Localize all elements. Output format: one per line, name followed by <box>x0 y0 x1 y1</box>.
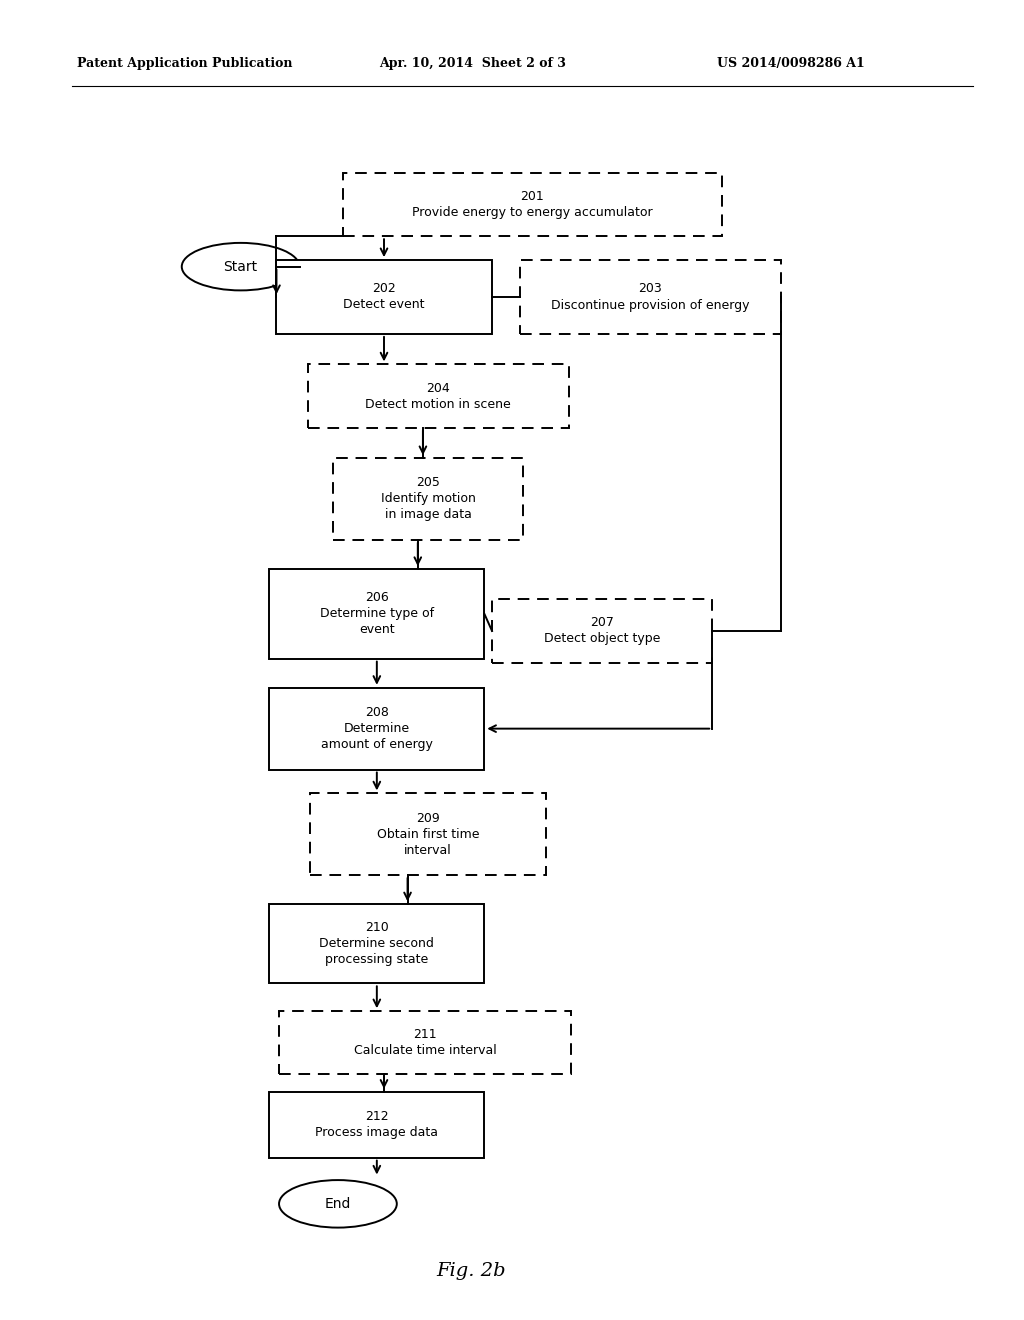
Ellipse shape <box>182 243 299 290</box>
Bar <box>269 1092 484 1158</box>
Text: 211
Calculate time interval: 211 Calculate time interval <box>353 1028 497 1057</box>
Ellipse shape <box>279 1180 397 1228</box>
Text: 204
Detect motion in scene: 204 Detect motion in scene <box>366 381 511 411</box>
Text: Apr. 10, 2014  Sheet 2 of 3: Apr. 10, 2014 Sheet 2 of 3 <box>379 57 565 70</box>
Text: 209
Obtain first time
interval: 209 Obtain first time interval <box>377 812 479 857</box>
Text: Start: Start <box>223 260 258 273</box>
Bar <box>279 1011 570 1074</box>
Bar <box>276 260 492 334</box>
Bar <box>269 688 484 770</box>
Bar <box>269 569 484 659</box>
Bar <box>343 173 722 236</box>
Text: US 2014/0098286 A1: US 2014/0098286 A1 <box>717 57 864 70</box>
Text: 205
Identify motion
in image data: 205 Identify motion in image data <box>381 477 475 521</box>
Bar <box>310 793 546 875</box>
Text: 203
Discontinue provision of energy: 203 Discontinue provision of energy <box>551 282 750 312</box>
Bar <box>269 904 484 983</box>
Text: 208
Determine
amount of energy: 208 Determine amount of energy <box>321 706 433 751</box>
Text: Fig. 2b: Fig. 2b <box>436 1262 506 1280</box>
Text: End: End <box>325 1197 351 1210</box>
Bar <box>492 599 713 663</box>
Text: 206
Determine type of
event: 206 Determine type of event <box>319 591 434 636</box>
Text: 212
Process image data: 212 Process image data <box>315 1110 438 1139</box>
Text: 210
Determine second
processing state: 210 Determine second processing state <box>319 921 434 966</box>
Text: 202
Detect event: 202 Detect event <box>343 282 425 312</box>
Bar <box>334 458 522 540</box>
Bar <box>307 364 569 428</box>
Text: Patent Application Publication: Patent Application Publication <box>77 57 292 70</box>
Text: 207
Detect object type: 207 Detect object type <box>544 616 660 645</box>
Text: 201
Provide energy to energy accumulator: 201 Provide energy to energy accumulator <box>413 190 652 219</box>
Bar <box>520 260 781 334</box>
